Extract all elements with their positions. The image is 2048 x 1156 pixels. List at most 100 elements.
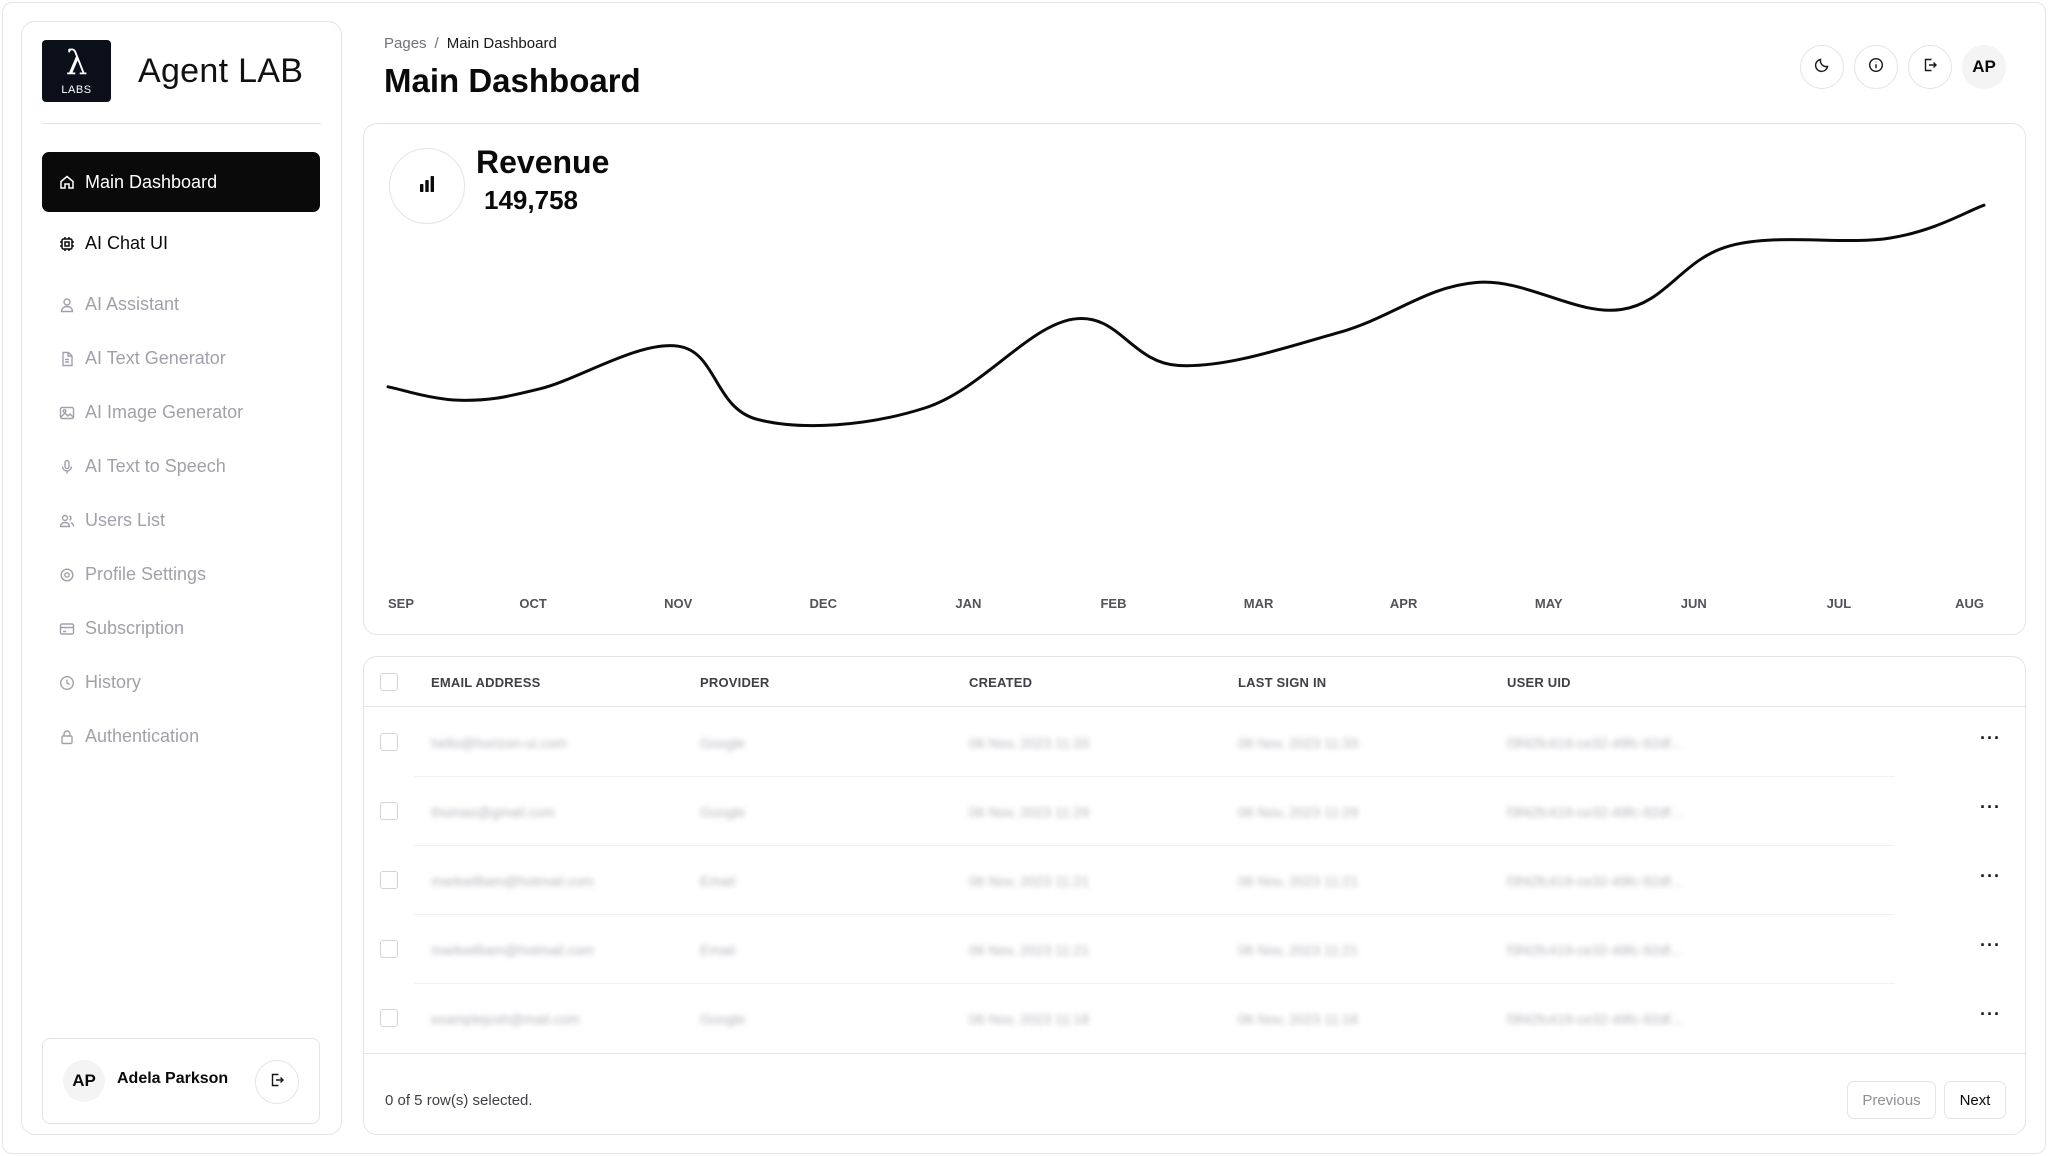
revenue-value: 149,758	[484, 185, 578, 215]
cell-email: thomas@gmail.com	[431, 804, 555, 820]
sidebar-item-subscription[interactable]: Subscription	[42, 599, 320, 658]
cell-user-uid: f3f42fc419-ce32-49fc-92df...	[1507, 1011, 1683, 1027]
bar-chart-icon	[417, 174, 437, 199]
cell-last-sign-in: 06 Nov, 2023 11:33	[1238, 735, 1359, 751]
file-icon	[58, 350, 76, 368]
x-tick-label-jan: JAN	[955, 596, 981, 611]
x-tick-label-sep: SEP	[388, 596, 414, 611]
x-tick-label-jul: JUL	[1827, 596, 1852, 611]
header-actions: AP	[1800, 45, 2006, 89]
row-checkbox[interactable]	[380, 871, 398, 889]
column-header-provider[interactable]: PROVIDER	[700, 675, 770, 690]
sidebar-logout-button[interactable]	[255, 1060, 299, 1104]
sidebar-item-label: AI Text to Speech	[85, 456, 226, 476]
column-header-created[interactable]: CREATED	[969, 675, 1033, 690]
sidebar-item-label: AI Assistant	[85, 294, 180, 314]
table-row[interactable]: markwilliam@hotmail.com Email 06 Nov, 20…	[364, 915, 2025, 984]
sidebar-item-label: Subscription	[85, 618, 185, 638]
revenue-series-line	[386, 203, 1986, 428]
sidebar-item-history[interactable]: History	[42, 653, 320, 712]
users-table: EMAIL ADDRESS PROVIDER CREATED LAST SIGN…	[363, 656, 2026, 1135]
mic-icon	[58, 458, 76, 476]
sidebar-item-label: Main Dashboard	[85, 171, 218, 192]
sidebar-item-label: AI Image Generator	[85, 402, 244, 422]
row-checkbox[interactable]	[380, 940, 398, 958]
info-button[interactable]	[1854, 45, 1898, 89]
column-header-user-uid[interactable]: USER UID	[1507, 675, 1571, 690]
user-name: Adela Parkson	[117, 1070, 229, 1087]
cell-provider: Email	[700, 873, 736, 889]
table-row[interactable]: markwilliam@hotmail.com Email 06 Nov, 20…	[364, 846, 2025, 915]
theme-toggle-button[interactable]	[1800, 45, 1844, 89]
logout-icon	[1922, 57, 1938, 78]
cell-last-sign-in: 06 Nov, 2023 11:29	[1238, 804, 1359, 820]
x-tick-label-dec: DEC	[810, 596, 838, 611]
row-divider	[414, 983, 1895, 984]
sidebar-divider	[42, 123, 321, 124]
sidebar-item-main-dashboard[interactable]: Main Dashboard	[42, 152, 320, 212]
cell-email: markwilliam@hotmail.com	[431, 873, 594, 889]
x-tick-label-jun: JUN	[1681, 596, 1707, 611]
table-row[interactable]: examplejosh@mail.com Google 06 Nov, 2023…	[364, 984, 2025, 1053]
sidebar-nav: Main Dashboard AI Chat UI AI Assistant A…	[42, 152, 320, 761]
sidebar-item-label: History	[85, 672, 142, 692]
row-menu-button[interactable]: ···	[1980, 1004, 2001, 1024]
sidebar-item-label: Profile Settings	[85, 564, 207, 584]
lock-icon	[58, 728, 76, 746]
cell-last-sign-in: 06 Nov, 2023 11:21	[1238, 873, 1359, 889]
revenue-chart-card: SEP OCT NOV DEC JAN FEB MAR APR MAY JUN JUL AUG Rev…	[363, 123, 2026, 635]
table-row[interactable]: thomas@gmail.com Google 06 Nov, 2023 11:…	[364, 777, 2025, 846]
table-row[interactable]: hello@horizon-ui.com Google 06 Nov, 2023…	[364, 708, 2025, 777]
row-menu-button[interactable]: ···	[1980, 797, 2001, 817]
sidebar-item-ai-assistant[interactable]: AI Assistant	[42, 275, 320, 334]
avatar[interactable]: AP	[63, 1060, 105, 1102]
select-all-checkbox[interactable]	[380, 673, 398, 691]
sidebar-item-ai-chat-ui[interactable]: AI Chat UI	[42, 214, 320, 273]
sidebar-user-card: AP Adela Parkson	[42, 1038, 320, 1124]
revenue-title: Revenue	[476, 144, 610, 180]
cell-created: 06 Nov, 2023 11:18	[969, 1011, 1090, 1027]
home-icon	[58, 173, 76, 191]
cell-user-uid: f3f42fc419-ce32-49fc-92df...	[1507, 735, 1683, 751]
row-menu-button[interactable]: ···	[1980, 935, 2001, 955]
row-checkbox[interactable]	[380, 802, 398, 820]
clock-icon	[58, 674, 76, 692]
sidebar-item-ai-text-generator[interactable]: AI Text Generator	[42, 329, 320, 388]
logo-subtitle: LABS	[61, 84, 92, 96]
sidebar-item-label: Authentication	[85, 726, 200, 746]
card-icon	[58, 620, 76, 638]
next-page-button[interactable]: Next	[1944, 1081, 2006, 1119]
sidebar-item-ai-image-generator[interactable]: AI Image Generator	[42, 383, 320, 442]
breadcrumb-current: Main Dashboard	[446, 35, 557, 52]
row-menu-button[interactable]: ···	[1980, 728, 2001, 748]
column-header-email[interactable]: EMAIL ADDRESS	[431, 675, 541, 690]
brand-name: Agent LAB	[138, 52, 304, 90]
brand-logo[interactable]: λ LABS	[42, 40, 111, 102]
sidebar-item-profile-settings[interactable]: Profile Settings	[42, 545, 320, 604]
table-header: EMAIL ADDRESS PROVIDER CREATED LAST SIGN…	[364, 657, 2025, 707]
breadcrumb: Pages / Main Dashboard	[384, 35, 557, 52]
users-icon	[58, 512, 76, 530]
breadcrumb-separator: /	[434, 35, 439, 52]
cell-provider: Google	[700, 735, 746, 751]
logout-button[interactable]	[1908, 45, 1952, 89]
row-menu-button[interactable]: ···	[1980, 866, 2001, 886]
cell-created: 06 Nov, 2023 11:29	[969, 804, 1090, 820]
cell-created: 06 Nov, 2023 11:33	[969, 735, 1090, 751]
previous-page-button[interactable]: Previous	[1847, 1081, 1936, 1119]
cell-provider: Email	[700, 942, 736, 958]
avatar[interactable]: AP	[1962, 45, 2006, 89]
sidebar-item-ai-text-to-speech[interactable]: AI Text to Speech	[42, 437, 320, 496]
row-checkbox[interactable]	[380, 733, 398, 751]
sidebar-item-label: AI Chat UI	[85, 233, 169, 253]
column-header-last-sign-in[interactable]: LAST SIGN IN	[1238, 675, 1327, 690]
row-divider	[414, 914, 1895, 915]
x-tick-label-aug: AUG	[1955, 596, 1984, 611]
moon-icon	[1814, 57, 1830, 78]
breadcrumb-root[interactable]: Pages	[384, 35, 427, 52]
chip-icon	[58, 235, 76, 253]
sidebar-item-users-list[interactable]: Users List	[42, 491, 320, 550]
row-checkbox[interactable]	[380, 1009, 398, 1027]
sidebar-item-authentication[interactable]: Authentication	[42, 707, 320, 766]
